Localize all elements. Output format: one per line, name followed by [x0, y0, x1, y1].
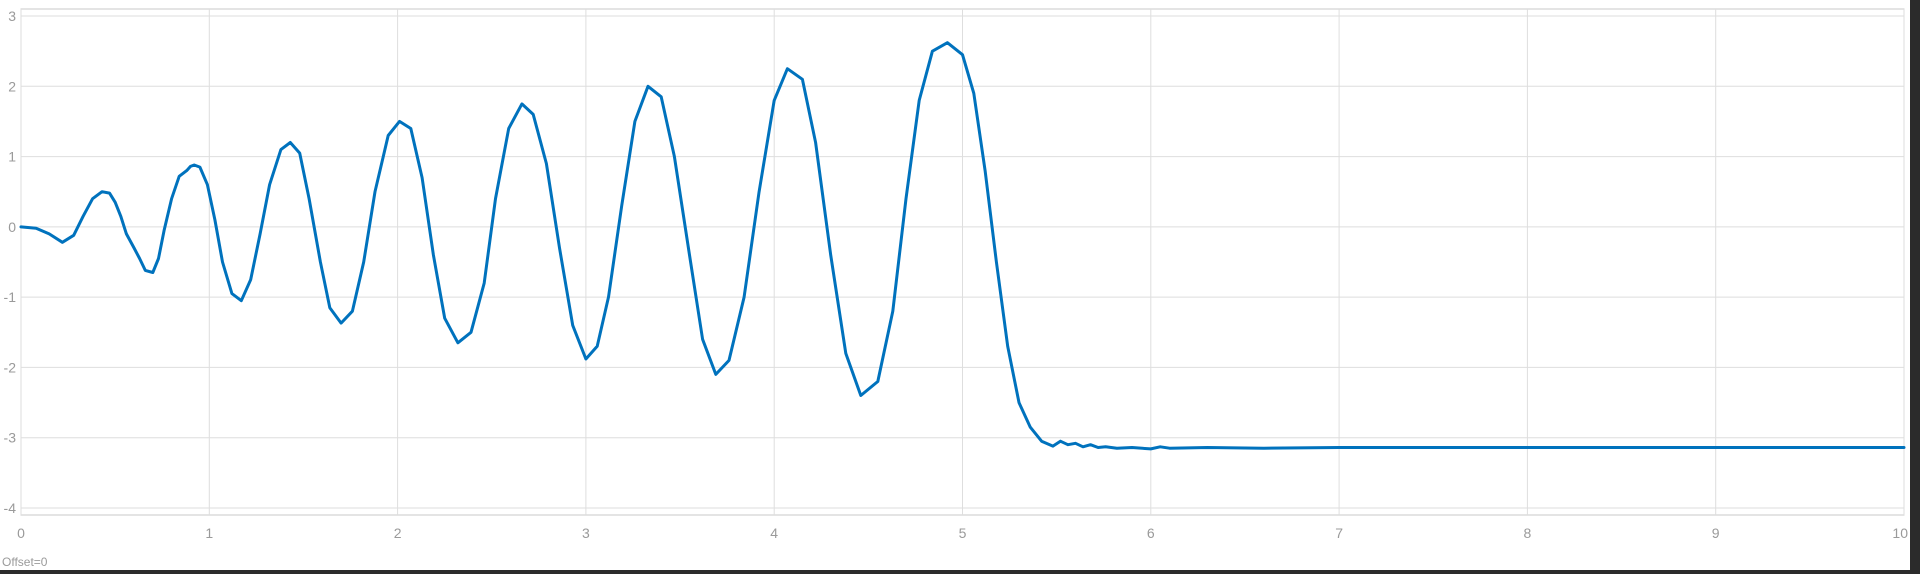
- x-tick-label: 6: [1147, 525, 1155, 541]
- y-tick-label: 3: [8, 8, 16, 24]
- offset-label: Offset=0: [2, 555, 48, 569]
- y-tick-label: -3: [4, 430, 17, 446]
- y-tick-label: 0: [8, 219, 16, 235]
- grid-lines: [20, 9, 1905, 515]
- window-edge-bottom: [0, 570, 1920, 574]
- x-tick-label: 3: [582, 525, 590, 541]
- y-tick-label: -4: [4, 500, 17, 516]
- y-tick-label: 1: [8, 149, 16, 165]
- window-edge-right: [1910, 0, 1920, 574]
- x-tick-label: 2: [394, 525, 402, 541]
- x-tick-label: 10: [1892, 525, 1908, 541]
- x-tick-label: 7: [1335, 525, 1343, 541]
- signal-line: [19, 41, 1906, 451]
- y-tick-label: 2: [8, 78, 16, 94]
- y-tick-label: -1: [4, 289, 17, 305]
- x-axis-ticks: 0 1 2 3 4 5 6 7 8 9 10: [17, 525, 1908, 541]
- y-tick-label: -2: [4, 359, 17, 375]
- y-axis-ticks: 3 2 1 0 -1 -2 -3 -4: [4, 8, 17, 516]
- x-tick-label: 1: [205, 525, 213, 541]
- x-tick-label: 4: [770, 525, 778, 541]
- x-tick-label: 0: [17, 525, 25, 541]
- x-tick-label: 5: [959, 525, 967, 541]
- x-tick-label: 8: [1524, 525, 1532, 541]
- x-tick-label: 9: [1712, 525, 1720, 541]
